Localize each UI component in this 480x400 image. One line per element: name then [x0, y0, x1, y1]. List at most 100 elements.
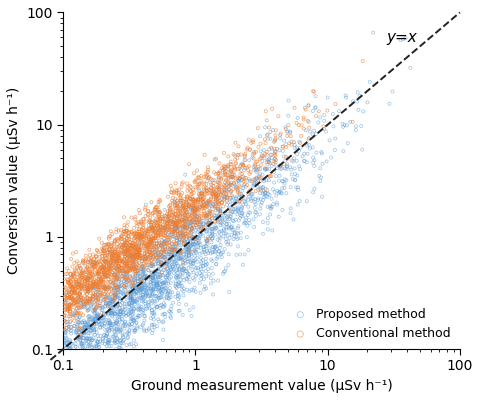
Conventional method: [137, 281, 144, 288]
Conventional method: [171, 203, 179, 210]
Proposed method: [135, 287, 143, 294]
Proposed method: [237, 184, 244, 190]
Conventional method: [75, 263, 83, 269]
Proposed method: [288, 171, 296, 178]
Conventional method: [144, 208, 152, 214]
Conventional method: [176, 218, 183, 224]
Proposed method: [195, 187, 203, 194]
Conventional method: [132, 244, 139, 251]
Conventional method: [147, 228, 155, 235]
Proposed method: [108, 305, 115, 311]
Conventional method: [89, 262, 96, 268]
Conventional method: [75, 310, 83, 316]
Proposed method: [67, 328, 75, 334]
Conventional method: [163, 220, 171, 226]
Conventional method: [136, 231, 144, 237]
Proposed method: [143, 288, 150, 294]
Conventional method: [67, 283, 75, 290]
Conventional method: [161, 232, 169, 239]
Conventional method: [98, 253, 106, 260]
Conventional method: [181, 211, 189, 217]
Conventional method: [62, 285, 70, 291]
Conventional method: [113, 241, 121, 247]
Proposed method: [113, 335, 121, 341]
Proposed method: [281, 180, 288, 187]
Proposed method: [225, 221, 233, 227]
Proposed method: [211, 248, 218, 254]
Conventional method: [171, 230, 179, 236]
Proposed method: [212, 261, 220, 268]
Conventional method: [152, 230, 159, 236]
Proposed method: [191, 211, 198, 217]
Proposed method: [185, 247, 193, 254]
Proposed method: [90, 325, 97, 332]
Conventional method: [104, 259, 112, 265]
Conventional method: [132, 229, 139, 236]
Conventional method: [186, 183, 193, 189]
Conventional method: [181, 215, 189, 221]
Proposed method: [77, 296, 84, 303]
Conventional method: [197, 213, 205, 219]
Conventional method: [173, 201, 181, 208]
Conventional method: [72, 249, 80, 255]
Conventional method: [187, 219, 194, 226]
Conventional method: [191, 179, 198, 185]
Conventional method: [130, 231, 137, 238]
Conventional method: [198, 203, 205, 209]
Conventional method: [60, 300, 68, 306]
Conventional method: [84, 288, 92, 294]
Proposed method: [62, 337, 70, 344]
Conventional method: [143, 251, 151, 258]
Proposed method: [76, 338, 84, 344]
Proposed method: [294, 201, 301, 208]
Proposed method: [253, 180, 261, 187]
Conventional method: [236, 198, 244, 204]
Conventional method: [61, 300, 69, 306]
Proposed method: [175, 301, 182, 307]
Conventional method: [70, 300, 78, 307]
Conventional method: [188, 212, 196, 218]
Conventional method: [240, 162, 247, 168]
Conventional method: [105, 280, 112, 286]
Proposed method: [77, 332, 84, 338]
Proposed method: [153, 238, 160, 244]
Proposed method: [265, 146, 273, 152]
Proposed method: [70, 310, 77, 317]
Proposed method: [104, 284, 112, 290]
Conventional method: [126, 267, 133, 274]
Proposed method: [240, 220, 248, 227]
Proposed method: [79, 342, 86, 349]
Proposed method: [162, 263, 169, 269]
Conventional method: [119, 242, 127, 248]
Conventional method: [86, 268, 94, 275]
Proposed method: [272, 173, 280, 179]
Conventional method: [225, 208, 232, 214]
Conventional method: [107, 275, 115, 281]
Proposed method: [106, 320, 114, 327]
Proposed method: [122, 271, 130, 278]
Conventional method: [198, 178, 205, 184]
Conventional method: [151, 212, 159, 219]
Conventional method: [235, 152, 242, 158]
Conventional method: [104, 269, 112, 275]
Proposed method: [163, 291, 171, 298]
Proposed method: [96, 299, 104, 306]
Conventional method: [196, 194, 204, 200]
Proposed method: [106, 317, 113, 324]
Conventional method: [135, 250, 143, 256]
Conventional method: [151, 227, 159, 234]
Proposed method: [219, 222, 227, 228]
Proposed method: [60, 343, 68, 349]
Proposed method: [193, 217, 201, 223]
Conventional method: [126, 273, 133, 280]
Proposed method: [232, 205, 240, 212]
Proposed method: [263, 152, 271, 158]
Proposed method: [335, 108, 343, 114]
Proposed method: [155, 294, 163, 301]
Conventional method: [122, 276, 130, 282]
Proposed method: [65, 345, 73, 351]
Proposed method: [102, 316, 110, 323]
Conventional method: [90, 256, 98, 262]
Proposed method: [149, 246, 157, 253]
Conventional method: [103, 263, 110, 269]
